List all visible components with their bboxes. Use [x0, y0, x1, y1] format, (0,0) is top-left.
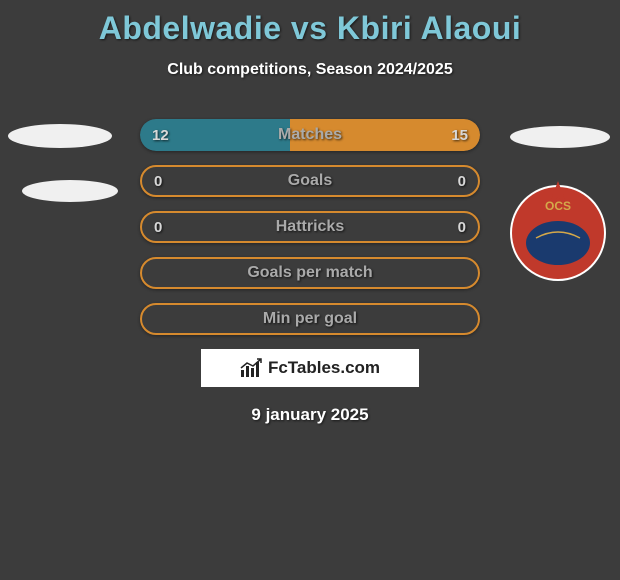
stat-bar: Goals0 0 — [140, 165, 480, 197]
bar-value-left: 0 — [154, 213, 162, 241]
bar-label: Min per goal — [142, 305, 478, 333]
bar-label: Matches — [140, 119, 480, 151]
chart-icon — [240, 358, 264, 378]
bar-label: Goals — [142, 167, 478, 195]
branding-box: FcTables.com — [201, 349, 419, 387]
bar-value-left: 0 — [154, 167, 162, 195]
stat-bar: Matches12 15 — [140, 119, 480, 151]
date-text: 9 january 2025 — [0, 405, 620, 425]
stat-bar: Goals per match — [140, 257, 480, 289]
bar-label: Hattricks — [142, 213, 478, 241]
comparison-card: Abdelwadie vs Kbiri Alaoui Club competit… — [0, 0, 620, 580]
page-title: Abdelwadie vs Kbiri Alaoui — [0, 0, 620, 47]
branding-text: FcTables.com — [268, 358, 380, 378]
bar-value-left: 12 — [152, 119, 169, 151]
club1-avatar-placeholder — [22, 180, 118, 202]
badge-text: OCS — [545, 199, 571, 213]
player1-avatar-placeholder — [8, 124, 112, 148]
stat-bar: Min per goal — [140, 303, 480, 335]
player2-avatar-placeholder — [510, 126, 610, 148]
bar-value-right: 0 — [458, 213, 466, 241]
bar-label: Goals per match — [142, 259, 478, 287]
stats-bars: Matches1215Goals00Hattricks00Goals per m… — [140, 119, 480, 335]
stat-bar: Hattricks0 0 — [140, 211, 480, 243]
club2-badge: OCS — [508, 178, 608, 288]
bar-value-right: 0 — [458, 167, 466, 195]
bar-value-right: 15 — [451, 119, 468, 151]
subtitle: Club competitions, Season 2024/2025 — [0, 61, 620, 79]
